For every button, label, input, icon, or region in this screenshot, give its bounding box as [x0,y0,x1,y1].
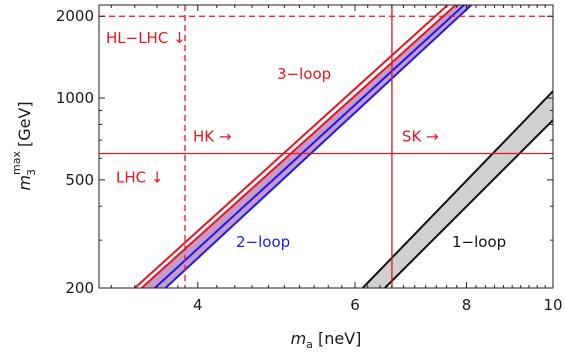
x-tick-label: 4 [193,296,203,314]
ticks-layer: 4 6 8 10 200 500 1000 2000 [56,5,563,314]
hl-lhc-label: HL−LHC ↓ [106,29,186,47]
hk-label: HK → [193,128,231,146]
band-0-outer-upper-line [134,5,449,288]
y-axis-label: m3max[GeV] [10,101,38,190]
two-loop-label: 2−loop [236,233,290,251]
band-1-upper-line [361,90,553,288]
sk-label: SK → [402,128,439,146]
reference-lines-layer [99,5,553,288]
bands-layer [134,5,553,288]
x-tick-label: 10 [543,296,562,314]
band-fill-0 [141,5,472,288]
lhc-label: LHC ↓ [116,169,163,187]
x-tick-label: 6 [350,296,360,314]
band-0-upper-line [140,5,457,288]
y-tick-label: 2000 [56,7,94,25]
y-tick-label: 1000 [56,89,94,107]
plot-frame [98,4,554,289]
y-tick-label: 200 [65,279,94,297]
band-0-outer-lower-line [154,5,465,288]
x-axis-label: ma [neV] [291,329,362,351]
band-1-lower-line [384,119,553,288]
band-0-lower-line [164,5,472,288]
annotations-layer: HL−LHC ↓ LHC ↓ HK → SK → 3−loop 2−loop 1−loop [106,29,506,251]
three-loop-label: 3−loop [277,65,331,83]
y-tick-label: 500 [65,171,94,189]
one-loop-label: 1−loop [452,233,506,251]
x-tick-label: 8 [462,296,472,314]
